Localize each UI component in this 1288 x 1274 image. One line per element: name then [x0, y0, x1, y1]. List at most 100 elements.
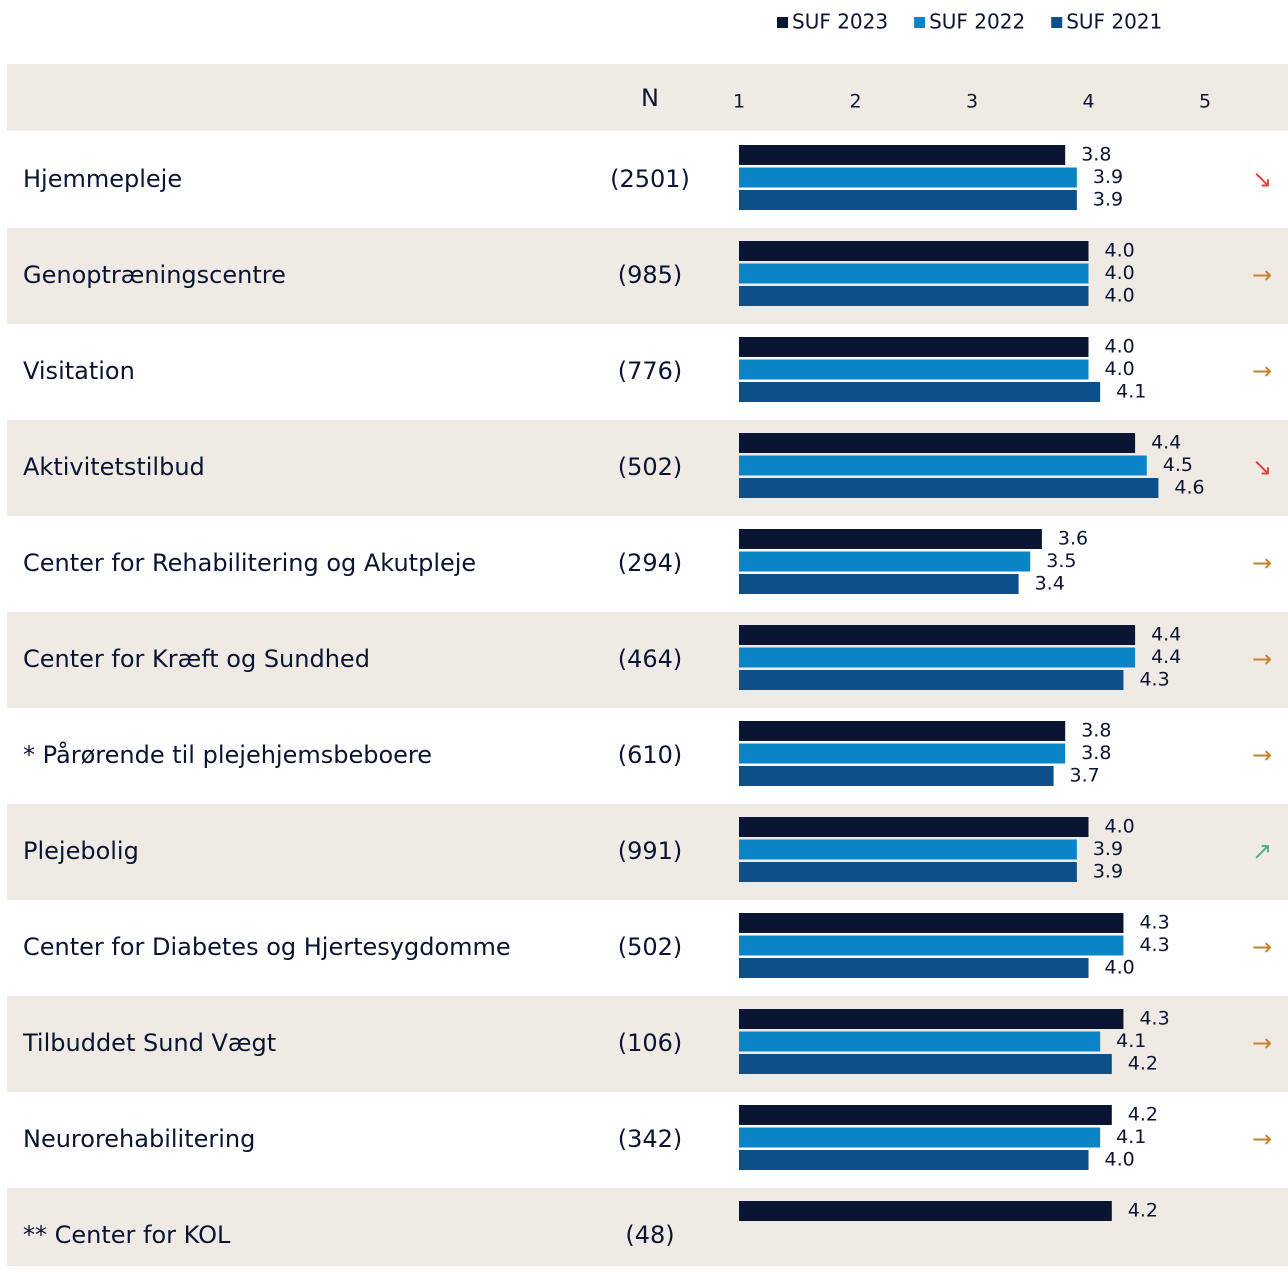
category-label: Center for Diabetes og Hjertesygdomme — [23, 933, 511, 961]
legend-swatch — [914, 17, 926, 28]
category-label: Tilbuddet Sund Vægt — [22, 1029, 276, 1057]
trend-arrow: → — [1252, 645, 1272, 673]
value-label: 4.1 — [1116, 381, 1146, 403]
x-tick-label: 3 — [966, 91, 978, 113]
value-label: 3.8 — [1081, 144, 1111, 166]
category-label: * Pårørende til plejehjemsbeboere — [23, 740, 432, 769]
n-label: (985) — [618, 261, 683, 289]
n-label: (502) — [618, 933, 683, 961]
legend-swatch — [777, 17, 788, 28]
bar — [739, 1031, 1101, 1052]
bar — [739, 958, 1089, 978]
bar — [739, 670, 1124, 690]
legend-swatch — [1051, 17, 1063, 28]
x-tick-label: 5 — [1199, 91, 1211, 113]
category-label: Neurorehabilitering — [23, 1125, 255, 1153]
n-label: (106) — [618, 1029, 683, 1057]
value-label: 3.9 — [1093, 861, 1123, 883]
bar — [739, 1201, 1112, 1221]
n-header: N — [641, 84, 659, 112]
bar — [739, 337, 1089, 357]
bar — [739, 1105, 1112, 1125]
trend-arrow: ↘ — [1252, 165, 1272, 193]
value-label: 4.0 — [1105, 1149, 1135, 1171]
n-label: (294) — [618, 549, 683, 577]
value-label: 4.4 — [1151, 624, 1181, 646]
legend-label: SUF 2023 — [792, 10, 888, 34]
n-label: (502) — [618, 453, 683, 481]
n-label: (610) — [618, 741, 683, 769]
category-label: ** Center for KOL — [23, 1221, 231, 1249]
bar — [739, 647, 1136, 668]
category-label: Aktivitetstilbud — [23, 453, 205, 481]
value-label: 4.0 — [1105, 816, 1135, 838]
category-label: Genoptræningscentre — [23, 261, 286, 289]
n-label: (342) — [618, 1125, 683, 1153]
bar — [739, 913, 1124, 933]
bar — [739, 167, 1077, 188]
bar — [739, 359, 1089, 380]
value-label: 4.1 — [1116, 1126, 1146, 1148]
value-label: 4.0 — [1105, 957, 1135, 979]
bar — [739, 1150, 1089, 1170]
bar — [739, 743, 1066, 764]
bar — [739, 433, 1136, 453]
value-label: 3.9 — [1093, 166, 1123, 188]
bar — [739, 1054, 1112, 1074]
value-label: 3.4 — [1035, 573, 1065, 595]
bar — [739, 145, 1066, 165]
category-label: Plejebolig — [23, 837, 139, 865]
bar — [739, 862, 1077, 882]
value-label: 3.8 — [1081, 720, 1111, 742]
value-label: 3.7 — [1070, 765, 1100, 787]
value-label: 4.4 — [1151, 646, 1181, 668]
bar — [739, 382, 1101, 402]
bar — [739, 529, 1042, 549]
category-label: Hjemmepleje — [23, 165, 182, 193]
trend-arrow: → — [1252, 1125, 1272, 1153]
value-label: 3.5 — [1046, 550, 1076, 572]
trend-arrow: → — [1252, 549, 1272, 577]
bar — [739, 241, 1089, 261]
value-label: 4.3 — [1139, 912, 1169, 934]
bar — [739, 1009, 1124, 1029]
bar — [739, 263, 1089, 284]
n-label: (776) — [618, 357, 683, 385]
value-label: 4.0 — [1105, 262, 1135, 284]
value-label: 4.3 — [1139, 934, 1169, 956]
value-label: 4.3 — [1139, 669, 1169, 691]
trend-arrow: ↗ — [1252, 837, 1272, 865]
bar — [739, 839, 1077, 860]
bar — [739, 551, 1031, 572]
value-label: 4.1 — [1116, 1030, 1146, 1052]
bar — [739, 455, 1147, 476]
trend-arrow: → — [1252, 261, 1272, 289]
trend-arrow: → — [1252, 741, 1272, 769]
bar — [739, 190, 1077, 210]
value-label: 3.9 — [1093, 189, 1123, 211]
value-label: 4.6 — [1174, 477, 1204, 499]
category-label: Visitation — [23, 357, 135, 385]
bar — [739, 286, 1089, 306]
bar — [739, 625, 1136, 645]
value-label: 4.2 — [1128, 1104, 1158, 1126]
value-label: 4.3 — [1139, 1008, 1169, 1030]
x-tick-label: 4 — [1082, 91, 1094, 113]
n-label: (2501) — [610, 165, 690, 193]
trend-arrow: ↘ — [1252, 453, 1272, 481]
n-label: (48) — [625, 1221, 674, 1249]
bar — [739, 1127, 1101, 1148]
trend-arrow: → — [1252, 357, 1272, 385]
value-label: 4.2 — [1128, 1200, 1158, 1222]
value-label: 3.9 — [1093, 838, 1123, 860]
bar — [739, 766, 1054, 786]
bar — [739, 478, 1159, 498]
value-label: 3.8 — [1081, 742, 1111, 764]
value-label: 4.4 — [1151, 432, 1181, 454]
bar — [739, 721, 1066, 741]
legend-label: SUF 2022 — [929, 10, 1025, 34]
trend-arrow: → — [1252, 933, 1272, 961]
value-label: 4.0 — [1105, 240, 1135, 262]
header-band — [7, 64, 1288, 131]
